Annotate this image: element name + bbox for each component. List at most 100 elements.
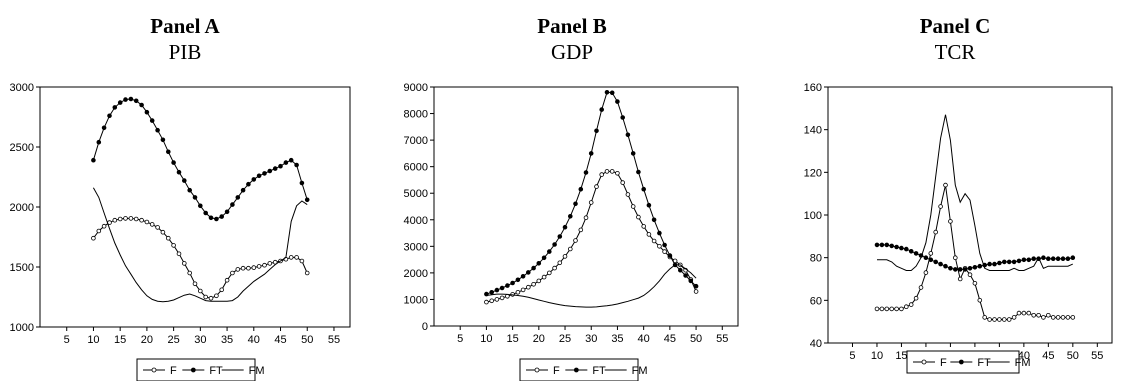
panel-c-series-ft-point: [938, 261, 943, 267]
panel-c-series-ft-point: [1011, 259, 1017, 265]
panel-a: Panel A PIB 1000 1500 2000 2500 3000 5 10 15 20 2…: [10, 14, 351, 381]
panel-b-series-f-point: [625, 192, 631, 197]
panel-c-series-f-point: [1006, 317, 1012, 322]
panel-b-series-ft-point: [651, 217, 657, 223]
panel-b-series-ft-point: [557, 234, 563, 239]
panel-c-series-ft-point: [884, 242, 890, 248]
panel-b-series-ft-point: [641, 186, 646, 192]
panel-a-series-ft-point: [256, 173, 262, 179]
panel-a-series-fm-line: [92, 187, 308, 303]
panel-b-xtick-label: 45: [664, 333, 676, 345]
panel-b-legend-fm-label: FM: [632, 365, 648, 377]
panel-c-series-ft-point: [952, 267, 958, 272]
panel-a-series-f-point: [294, 255, 299, 260]
panel-b-series-ft-point: [615, 99, 620, 104]
panel-b-series-ft-point: [677, 267, 683, 273]
panel-b-xtick-label: 35: [611, 333, 623, 345]
panel-a-series-ft-point: [182, 178, 187, 183]
panel-a-series-ft-point: [224, 209, 230, 215]
panel-a-legend-f-label: F: [170, 365, 177, 377]
panel-c-series-f-line: [877, 184, 1073, 320]
panel-b-series-ft-point: [520, 273, 526, 279]
panel-c-series-ft-point: [962, 267, 968, 272]
panel-b-xtick-label: 5: [457, 333, 463, 345]
panel-c-series-f-point: [992, 317, 997, 322]
panel-c-series-ft-point: [992, 261, 997, 267]
panel-b-ytick-label: 9000: [404, 82, 428, 94]
panel-c-series-ft-point: [1016, 258, 1022, 264]
panel-c-series-f-point: [1055, 315, 1061, 320]
panel-b-series-ft-point: [620, 115, 625, 120]
panel-b-series-f-point: [489, 298, 495, 304]
panel-a-series-f-point: [208, 295, 214, 301]
panel-b-series-f-point: [599, 172, 604, 177]
panel-b-series-ft-point: [531, 265, 536, 271]
panel-b-series-f-point: [630, 204, 636, 209]
panel-b-series-ft-point: [541, 255, 547, 261]
panel-a-series-ft-point: [214, 216, 219, 222]
panel-a-series-f-point: [112, 217, 118, 223]
panel-c-xtick-label: 55: [1091, 350, 1103, 362]
panel-c-legend-ft-label: FT: [977, 357, 991, 369]
panel-c-series-ft-point: [1001, 259, 1007, 265]
panel-b-series-f-point: [546, 270, 552, 276]
panel-c-series-f-point: [1065, 315, 1071, 320]
panel-b-series-ft-point: [594, 128, 599, 134]
panel-a-series-ft-point: [272, 166, 278, 171]
panel-a-series-f-point: [288, 255, 294, 260]
panel-a-series-ft-point: [112, 105, 118, 110]
panel-c-series-ft-point: [948, 265, 953, 271]
panel-c-legend-ft-marker: [958, 359, 964, 365]
panel-a-xtick-label: 10: [87, 334, 99, 346]
panel-a-ytick-label: 1500: [10, 262, 34, 274]
panel-b-series-ft-point: [552, 242, 557, 247]
panel-a-series-ft-point: [235, 195, 241, 200]
panel-c: Panel C TCR 4060801001201401605101520253…: [804, 14, 1113, 374]
panel-c-series-f-point: [1060, 315, 1066, 320]
panel-a-series-ft-point: [299, 180, 305, 186]
panel-b-series-f-point: [609, 169, 615, 174]
panel-a-series-ft-point: [240, 187, 246, 193]
panel-c-series-f-point: [894, 306, 899, 312]
panel-b-series-f-point: [615, 171, 620, 176]
panel-b-series-f-point: [515, 289, 521, 295]
panel-b-series-ft-point: [588, 151, 594, 156]
panel-c-ytick-label: 140: [804, 125, 822, 137]
panel-a-series-f-point: [176, 251, 182, 257]
panel-c-series-f-point: [928, 251, 934, 256]
panel-c-ytick-label: 80: [810, 253, 822, 265]
panel-c-series-f-point: [1011, 315, 1017, 320]
panel-a-series-f-point: [246, 265, 251, 271]
panel-b-series-ft-point: [583, 170, 589, 175]
panel-b-legend-f-marker: [534, 367, 540, 373]
panel-a-series-f-point: [299, 258, 305, 264]
panel-a-series-ft-point: [278, 163, 283, 169]
panel-a-series-f-point: [224, 277, 230, 283]
panel-c-plot-frame: [827, 86, 1113, 344]
panel-b-series-f-point: [520, 287, 526, 293]
panel-c-series-ft-point: [1046, 256, 1051, 262]
panel-c-series-fm-line: [877, 114, 1073, 271]
panel-b-series-f-point: [662, 249, 667, 254]
panel-b-series-f-point: [499, 295, 505, 301]
panel-b-legend-ft-label: FT: [592, 365, 606, 377]
panel-b-ytick-label: 6000: [404, 162, 428, 174]
panel-c-series-ft-point: [1070, 255, 1076, 261]
panel-b-series-f-point: [693, 289, 699, 294]
panel-b-ytick-label: 5000: [404, 188, 428, 200]
panel-c-legend-f-label: F: [940, 357, 947, 369]
panel-a-legend-f-marker: [151, 367, 157, 373]
panel-c-series-f-point: [933, 229, 938, 235]
panel-c-ytick-label: 40: [810, 338, 822, 350]
panel-b-series-f-point: [552, 265, 557, 271]
panel-c-series-f-point: [918, 285, 924, 290]
panel-a-series-f-point: [117, 216, 123, 222]
panel-a-title: Panel A: [150, 14, 220, 38]
panel-a-series-ft-point: [251, 177, 257, 182]
panel-b-series-f-point: [573, 238, 578, 243]
panel-c-series-ft-point: [1031, 256, 1036, 262]
panel-b-legend-ft-marker: [573, 367, 579, 373]
panel-a-series-ft-point: [219, 214, 225, 219]
panel-a-series-f-point: [240, 265, 246, 271]
panel-b: Panel B GDP 0 1000 2000 3000 4000 5000 6000 700…: [404, 14, 739, 381]
